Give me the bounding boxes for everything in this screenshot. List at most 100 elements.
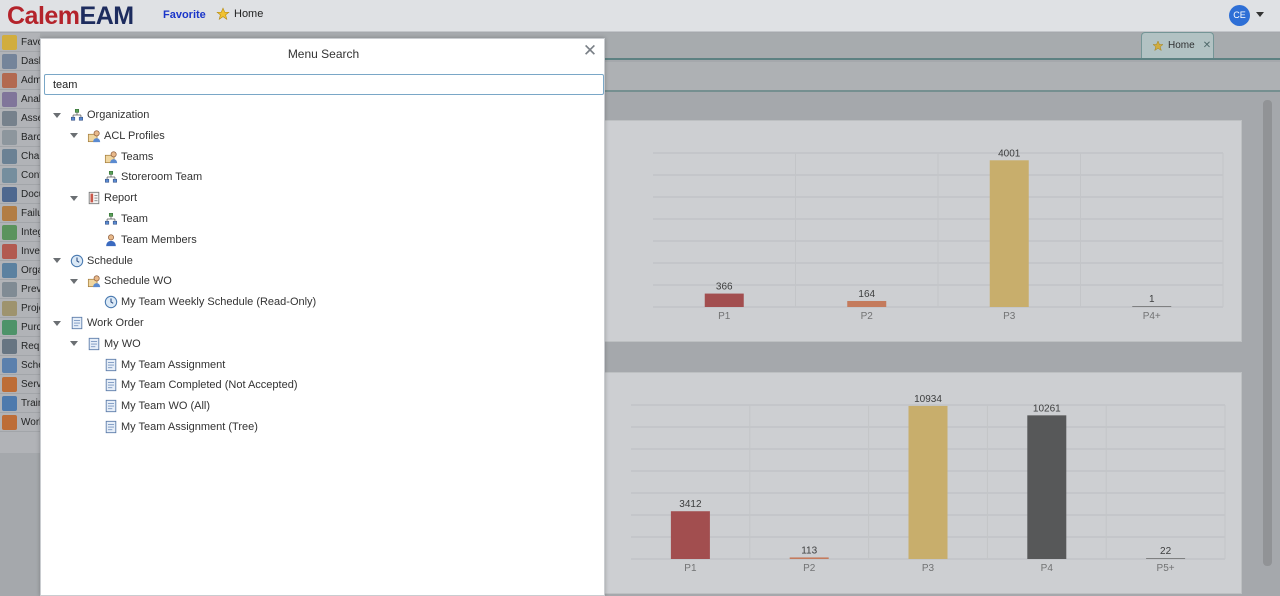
home-link[interactable]: Home <box>216 7 263 21</box>
sidebar-item-analytics[interactable]: Analytics <box>0 90 40 109</box>
chart-1: 366 P1 164 P2 4001 P3 1 P4+ <box>653 148 1224 322</box>
tree-group[interactable]: My WO <box>70 334 141 354</box>
avatar[interactable]: CE <box>1229 5 1250 26</box>
tree-group[interactable]: Report <box>70 188 137 208</box>
tree-item[interactable]: Teams <box>104 147 153 167</box>
tree-item-label: Teams <box>121 150 154 163</box>
app-logo[interactable]: CalemEAM <box>7 2 134 30</box>
expand-toggle-icon[interactable] <box>70 341 78 347</box>
sidebar-item-work-order[interactable]: Work Order <box>0 413 40 432</box>
close-icon[interactable]: ✕ <box>582 41 598 60</box>
dashboard-icon <box>2 53 17 69</box>
sidebar-item-projects[interactable]: Projects <box>0 299 40 318</box>
tree-item-label: Team Members <box>121 233 197 246</box>
tree-item-label: My WO <box>104 337 141 350</box>
project-icon <box>2 300 17 316</box>
sidebar-item-admin[interactable]: Admin <box>0 71 40 90</box>
x-tick-label: P2 <box>803 563 816 574</box>
tab-home-label: Home <box>1168 40 1195 51</box>
tree-group[interactable]: Schedule <box>53 251 133 271</box>
tree-item-label: My Team Assignment <box>121 358 226 371</box>
tree-group[interactable]: Work Order <box>53 313 144 333</box>
top-bar: CalemEAM Favorite Home CE <box>0 0 1280 32</box>
chart-bar-p3[interactable] <box>908 405 948 559</box>
contacts-icon <box>2 167 17 183</box>
tree-item-label: My Team Weekly Schedule (Read-Only) <box>121 296 317 309</box>
sidebar-item-organization[interactable]: Organization <box>0 261 40 280</box>
chart-bar-p2[interactable] <box>789 557 829 559</box>
sidebar-item-barcode[interactable]: Barcode <box>0 128 40 147</box>
schedule-icon <box>70 254 84 267</box>
clock-icon <box>104 295 118 309</box>
preventive-icon <box>2 281 17 297</box>
tree-item[interactable]: My Team Assignment (Tree) <box>104 417 258 437</box>
sidebar-item-preventive[interactable]: Preventive <box>0 280 40 299</box>
close-tab-icon[interactable]: ✕ <box>1202 40 1212 51</box>
sidebar-item-training[interactable]: Training <box>0 394 40 413</box>
tree-item-label: Schedule WO <box>104 275 172 288</box>
sidebar: Favorites Dashboard Admin Analytics Assets Ba… <box>0 33 40 453</box>
workorder-icon <box>2 414 17 430</box>
tab-home[interactable]: Home ✕ <box>1141 32 1214 58</box>
tree-item-label: ACL Profiles <box>104 129 165 142</box>
tree-group[interactable]: Schedule WO <box>70 271 172 291</box>
tree-item[interactable]: My Team Assignment <box>104 355 225 375</box>
tree-item[interactable]: Team Members <box>104 230 197 250</box>
chart-bar-p1[interactable] <box>670 511 710 559</box>
sidebar-item-charts[interactable]: Charts <box>0 147 40 166</box>
expand-toggle-icon[interactable] <box>53 112 61 118</box>
chart-bar-p4[interactable] <box>1027 415 1067 559</box>
expand-toggle-icon[interactable] <box>53 258 61 264</box>
tree-item[interactable]: My Team Completed (Not Accepted) <box>104 375 297 395</box>
bar-value-label: 22 <box>1160 546 1172 557</box>
favorite-link[interactable]: Favorite <box>163 9 206 21</box>
tree-item[interactable]: My Team Weekly Schedule (Read-Only) <box>104 292 316 312</box>
tree-group[interactable]: Organization <box>53 105 149 125</box>
sidebar-item-integration[interactable]: Integration <box>0 223 40 242</box>
bar-value-label: 10934 <box>914 394 942 405</box>
tree-item[interactable]: Team <box>104 209 148 229</box>
sidebar-item-requests[interactable]: Requests <box>0 337 40 356</box>
team-members-icon <box>106 234 116 246</box>
sidebar-item-documents[interactable]: Documents <box>0 185 40 204</box>
chart-bar-p3[interactable] <box>989 160 1029 307</box>
sidebar-item-label: Purchase <box>21 321 40 333</box>
sidebar-item-failure[interactable]: Failure <box>0 204 40 223</box>
expand-toggle-icon[interactable] <box>70 133 78 139</box>
chart-bar-p4-plus[interactable] <box>1132 306 1172 307</box>
chevron-down-icon[interactable] <box>1256 12 1264 17</box>
work-order-icon <box>105 400 117 413</box>
request-icon <box>2 338 17 354</box>
star-icon <box>2 34 17 50</box>
expand-toggle-icon[interactable] <box>70 195 78 201</box>
expand-toggle-icon[interactable] <box>53 320 61 326</box>
sidebar-item-label: Charts <box>21 150 40 162</box>
teams-icon <box>104 150 118 163</box>
chart-bar-p5-plus[interactable] <box>1146 558 1186 559</box>
sidebar-item-contacts[interactable]: Contacts <box>0 166 40 185</box>
chart-bar-p2[interactable] <box>847 300 887 307</box>
tree-item[interactable]: Storeroom Team <box>104 167 202 187</box>
search-input[interactable] <box>44 74 604 95</box>
scrollbar[interactable] <box>1263 100 1272 566</box>
chart-bar-p1[interactable] <box>704 293 744 307</box>
report-icon <box>88 192 100 205</box>
sidebar-item-label: Assets <box>21 112 40 124</box>
expand-toggle-icon[interactable] <box>70 278 78 284</box>
work-order-icon <box>105 420 117 434</box>
tree-item-label: My Team Completed (Not Accepted) <box>121 379 298 392</box>
sidebar-item-assets[interactable]: Assets <box>0 109 40 128</box>
acl-profile-icon <box>87 130 101 142</box>
sidebar-item-schedule[interactable]: Schedule <box>0 356 40 375</box>
sidebar-item-favorites[interactable]: Favorites <box>0 33 40 52</box>
sidebar-item-service[interactable]: Service <box>0 375 40 394</box>
sidebar-item-label: Admin <box>21 74 40 86</box>
sidebar-item-dashboard[interactable]: Dashboard <box>0 52 40 71</box>
bar-value-label: 113 <box>801 545 817 556</box>
sidebar-item-label: Favorites <box>21 36 40 48</box>
tree-item[interactable]: My Team WO (All) <box>104 396 210 416</box>
tree-group[interactable]: ACL Profiles <box>70 126 165 146</box>
sidebar-item-purchase[interactable]: Purchase <box>0 318 40 337</box>
sidebar-item-label: Analytics <box>21 93 40 105</box>
sidebar-item-inventory[interactable]: Inventory <box>0 242 40 261</box>
